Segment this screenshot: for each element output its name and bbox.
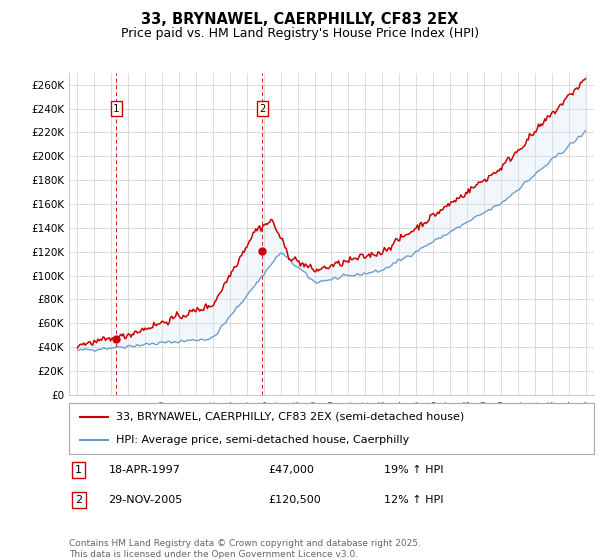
- Text: 12% ↑ HPI: 12% ↑ HPI: [384, 495, 443, 505]
- Text: 33, BRYNAWEL, CAERPHILLY, CF83 2EX: 33, BRYNAWEL, CAERPHILLY, CF83 2EX: [142, 12, 458, 27]
- Text: 2: 2: [76, 495, 82, 505]
- FancyBboxPatch shape: [69, 403, 594, 454]
- Text: 19% ↑ HPI: 19% ↑ HPI: [384, 465, 443, 475]
- Text: 29-NOV-2005: 29-NOV-2005: [109, 495, 182, 505]
- Text: Contains HM Land Registry data © Crown copyright and database right 2025.
This d: Contains HM Land Registry data © Crown c…: [69, 539, 421, 559]
- Text: 2: 2: [259, 104, 265, 114]
- Text: £120,500: £120,500: [269, 495, 321, 505]
- Text: 1: 1: [113, 104, 119, 114]
- Text: 18-APR-1997: 18-APR-1997: [109, 465, 180, 475]
- Text: 33, BRYNAWEL, CAERPHILLY, CF83 2EX (semi-detached house): 33, BRYNAWEL, CAERPHILLY, CF83 2EX (semi…: [116, 412, 464, 422]
- Text: 1: 1: [76, 465, 82, 475]
- Text: HPI: Average price, semi-detached house, Caerphilly: HPI: Average price, semi-detached house,…: [116, 435, 409, 445]
- Text: £47,000: £47,000: [269, 465, 314, 475]
- Text: Price paid vs. HM Land Registry's House Price Index (HPI): Price paid vs. HM Land Registry's House …: [121, 27, 479, 40]
